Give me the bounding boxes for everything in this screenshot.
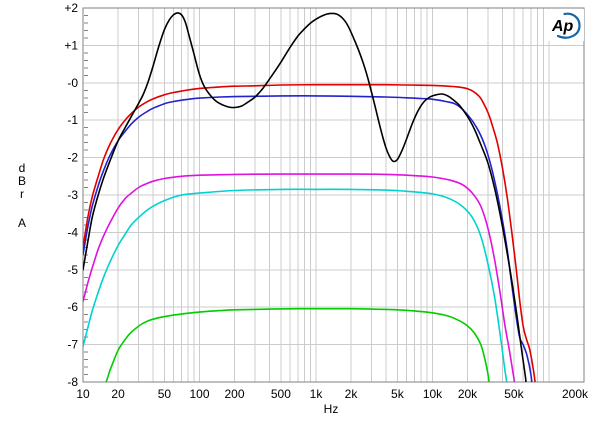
y-axis-tick-labels: +2 +1 -0 -1 -2 -3 -4 -5 -6 -7 -8: [64, 1, 78, 389]
trace-green: [105, 307, 490, 382]
x-tick-label: 2k: [345, 387, 359, 401]
plot-border: [82, 7, 585, 383]
x-tick-label: 500: [271, 387, 291, 401]
y-tick-label: -8: [67, 375, 78, 389]
y-tick-label: -0: [67, 76, 78, 90]
x-tick-label: 200: [224, 387, 244, 401]
trace-blue: [83, 95, 533, 382]
x-tick-label: 10: [76, 387, 90, 401]
x-tick-label: 50: [158, 387, 172, 401]
traces: [83, 12, 536, 382]
y-tick-label: -3: [67, 188, 78, 202]
x-tick-label: 50k: [504, 387, 524, 401]
y-unit-letter-d: d: [19, 161, 26, 175]
x-tick-label: 200k: [562, 387, 589, 401]
trace-magenta: [83, 173, 516, 382]
y-tick-label: -2: [67, 151, 78, 165]
x-tick-label: 10k: [423, 387, 443, 401]
logo-swoosh-icon: [556, 12, 581, 39]
y-unit-reference: A: [18, 216, 26, 230]
y-tick-label: -5: [67, 263, 78, 277]
axes-frame: [82, 7, 585, 383]
logo-text: Ap: [551, 18, 574, 35]
y-tick-label: -4: [67, 225, 78, 239]
trace-red: [83, 83, 536, 382]
trace-cyan: [83, 188, 508, 382]
y-unit-letter-b: B: [18, 174, 26, 188]
x-axis-tick-labels: 10 20 50 100 200 500 1k 2k 5k 10k 20k 50k 200k: [76, 387, 589, 401]
x-tick-label: 5k: [391, 387, 405, 401]
y-tick-label: -7: [67, 338, 78, 352]
x-tick-label: 20k: [458, 387, 478, 401]
plot-grid: [83, 8, 584, 382]
audio-precision-logo: Ap: [547, 9, 584, 41]
y-tick-label: -6: [67, 300, 78, 314]
y-unit-letter-r: r: [20, 187, 24, 201]
y-tick-label: +1: [64, 38, 78, 52]
y-axis-unit-label: d B r A: [18, 161, 26, 230]
y-tick-label: +2: [64, 1, 78, 15]
y-tick-label: -1: [67, 113, 78, 127]
x-tick-label: 20: [111, 387, 125, 401]
x-tick-label: 100: [189, 387, 209, 401]
trace-black: [83, 12, 527, 382]
x-tick-label: 1k: [310, 387, 324, 401]
x-axis-unit-label: Hz: [324, 402, 339, 416]
